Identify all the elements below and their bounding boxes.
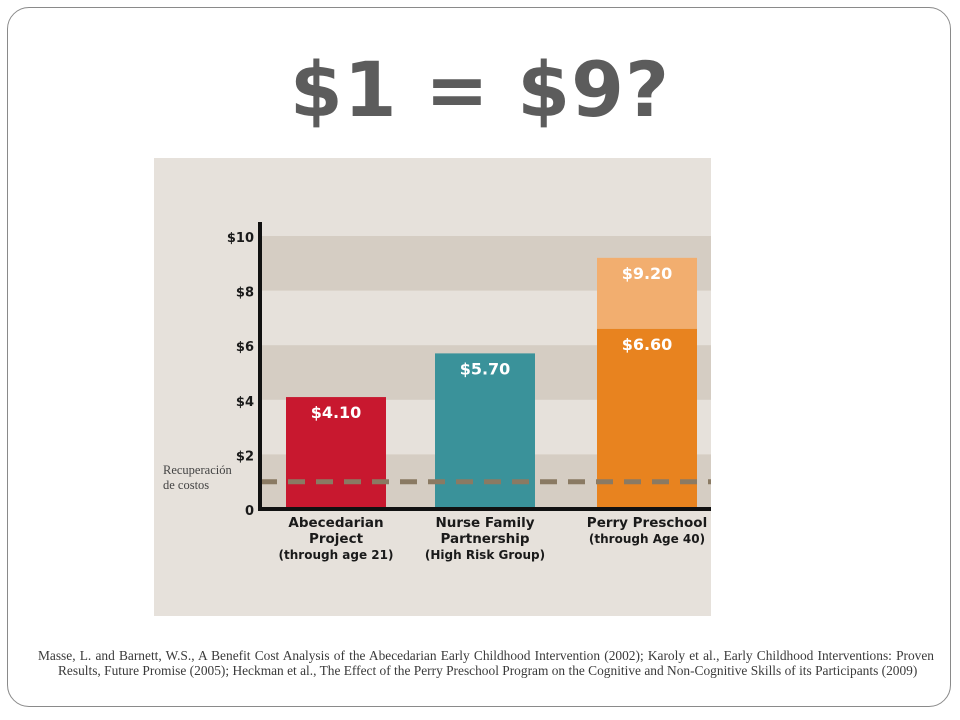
y-tick-label: $6 bbox=[236, 340, 254, 355]
bar-upper-segment bbox=[597, 257, 697, 329]
bar bbox=[286, 397, 386, 509]
category-label: Partnership bbox=[440, 531, 529, 547]
y-tick-label: $2 bbox=[236, 449, 254, 464]
bar-value-label: $6.60 bbox=[622, 335, 673, 354]
category-label: (through age 21) bbox=[279, 548, 394, 562]
category-label: (High Risk Group) bbox=[425, 548, 545, 562]
slide-title: $1 = $9? bbox=[289, 45, 671, 134]
category-label: Project bbox=[309, 531, 364, 547]
category-label: Nurse Family bbox=[435, 515, 534, 531]
cost-recovery-label: de costos bbox=[163, 478, 209, 492]
citation-text: Masse, L. and Barnett, W.S., A Benefit C… bbox=[38, 648, 934, 678]
y-tick-label: $10 bbox=[227, 231, 254, 246]
cost-recovery-label: Recuperación bbox=[163, 463, 232, 477]
y-tick-label: $4 bbox=[236, 395, 254, 410]
bar bbox=[597, 328, 697, 509]
benefit-cost-chart: $4.10 $5.70 $9.20 $6.60 Recuperación de costo… bbox=[154, 158, 711, 616]
y-tick-label: 0 bbox=[245, 504, 254, 519]
bar-upper-label: $9.20 bbox=[622, 264, 673, 283]
category-label: Perry Preschool bbox=[587, 515, 707, 531]
category-label: Abecedarian bbox=[288, 515, 383, 531]
bar-value-label: $5.70 bbox=[460, 359, 511, 378]
y-tick-label: $8 bbox=[236, 286, 254, 301]
category-label: (through Age 40) bbox=[589, 532, 705, 546]
bar-value-label: $4.10 bbox=[311, 403, 362, 422]
